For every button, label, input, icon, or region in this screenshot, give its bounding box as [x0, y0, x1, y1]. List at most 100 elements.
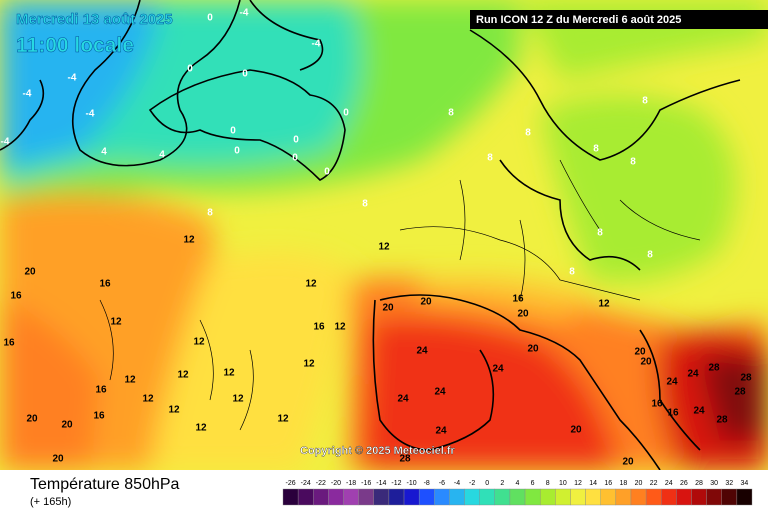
legend-swatch [282, 488, 299, 506]
contour-label: 12 [598, 299, 610, 310]
contour-label: 20 [622, 457, 634, 468]
legend-tick-label: 24 [665, 480, 673, 487]
contour-label: 0 [187, 64, 193, 75]
legend-swatch [615, 488, 632, 506]
contour-label: 24 [492, 364, 504, 375]
legend-swatch [328, 488, 344, 506]
legend-swatch [449, 488, 465, 506]
contour-label: -4 [23, 89, 32, 100]
contour-label: 12 [142, 394, 154, 405]
contour-label: 28 [399, 454, 411, 465]
contour-label: 12 [232, 394, 244, 405]
contour-label: 0 [292, 153, 298, 164]
contour-label: 12 [168, 405, 180, 416]
coastlines [0, 0, 741, 470]
legend-swatch [524, 488, 541, 506]
contour-label: 12 [334, 322, 346, 333]
legend-tick-label: 0 [485, 480, 489, 487]
legend-swatch [691, 488, 707, 506]
legend-swatch [706, 488, 722, 506]
legend-tick-label: -20 [331, 480, 341, 487]
contour-label: -4 [312, 39, 321, 50]
contour-labels: 0 -4 0 0 0 0 0 0 0 0 -4 -4 -4 -4 -4 4 4 8 8 8 8 8 8 8 8 8 8 8 12 12 12… [1, 8, 752, 468]
contour-label: 0 [207, 13, 213, 24]
contour-label: 8 [593, 144, 599, 155]
contour-label: 12 [177, 370, 189, 381]
legend-swatch [403, 488, 420, 506]
contour-label: 16 [10, 291, 22, 302]
contour-label: 12 [183, 235, 195, 246]
contour-label: 0 [343, 108, 349, 119]
map-field: 0 -4 0 0 0 0 0 0 0 0 -4 -4 -4 -4 -4 4 4 8 8 8 8 8 8 8 8 8 8 8 12 12 12… [0, 0, 768, 470]
legend-tick-label: -24 [301, 480, 311, 487]
contour-label: 20 [52, 454, 64, 465]
legend-swatch [676, 488, 692, 506]
legend-swatch [630, 488, 647, 506]
contour-label: 12 [223, 368, 235, 379]
contour-label: -4 [1, 137, 10, 148]
contour-label: 8 [569, 267, 575, 278]
contour-label: 12 [303, 359, 315, 370]
legend-tick-label: 8 [546, 480, 550, 487]
legend-swatch [388, 488, 405, 506]
contour-label: 16 [3, 338, 15, 349]
legend-tick-label: -4 [454, 480, 460, 487]
contour-label: 12 [277, 414, 289, 425]
footer-lead: (+ 165h) [30, 496, 71, 508]
contour-label: 0 [324, 167, 330, 178]
contour-label: 16 [93, 411, 105, 422]
contour-label: 4 [101, 147, 107, 158]
legend-swatch [373, 488, 390, 506]
legend-tick-label: -22 [316, 480, 326, 487]
contour-label: 16 [313, 322, 325, 333]
contour-label: 20 [420, 297, 432, 308]
contour-label: 20 [527, 344, 539, 355]
legend-swatch [585, 488, 601, 506]
contour-label: 24 [687, 369, 699, 380]
legend-tick-label: 28 [695, 480, 703, 487]
contour-label: 8 [487, 153, 493, 164]
copyright: Copyright © 2025 Meteociel.fr [300, 445, 456, 457]
contour-label: 8 [362, 199, 368, 210]
contour-label: 28 [734, 387, 746, 398]
legend-swatch [464, 488, 480, 506]
contour-label: 12 [193, 337, 205, 348]
legend-tick-label: 18 [620, 480, 628, 487]
contour-label: 28 [740, 373, 752, 384]
contour-label: 8 [642, 96, 648, 107]
legend-tick-label: 22 [650, 480, 658, 487]
legend-tick-label: 32 [725, 480, 733, 487]
contour-label: 8 [207, 208, 213, 219]
contour-label: 16 [512, 294, 524, 305]
contour-label: 12 [195, 423, 207, 434]
legend-tick-label: 12 [574, 480, 582, 487]
legend-swatch [358, 488, 374, 506]
contour-label: 12 [110, 317, 122, 328]
footer-title: Température 850hPa [30, 476, 180, 493]
contour-label: 4 [159, 150, 165, 161]
legend-swatch [721, 488, 738, 506]
legend-swatch [600, 488, 617, 506]
legend-tick-label: 20 [635, 480, 643, 487]
contour-label: 28 [716, 415, 728, 426]
legend-swatch [509, 488, 526, 506]
legend-tick-label: 16 [604, 480, 612, 487]
contour-label: 12 [378, 242, 390, 253]
legend-tick-label: -6 [439, 480, 445, 487]
legend-swatch [434, 488, 450, 506]
legend-swatch [661, 488, 677, 506]
contour-label: 8 [630, 157, 636, 168]
contour-label: 24 [397, 394, 409, 405]
legend-tick-label: 6 [531, 480, 535, 487]
legend-swatch [645, 488, 662, 506]
contour-label: 8 [525, 128, 531, 139]
contour-label: -4 [68, 73, 77, 84]
borders [99, 159, 701, 431]
legend-tick-label: -10 [407, 480, 417, 487]
legend-tick-label: 4 [516, 480, 520, 487]
contour-label: 20 [382, 303, 394, 314]
contour-label: 0 [234, 146, 240, 157]
legend-swatch [555, 488, 571, 506]
contour-label: 0 [230, 126, 236, 137]
legend-swatch [343, 488, 359, 506]
